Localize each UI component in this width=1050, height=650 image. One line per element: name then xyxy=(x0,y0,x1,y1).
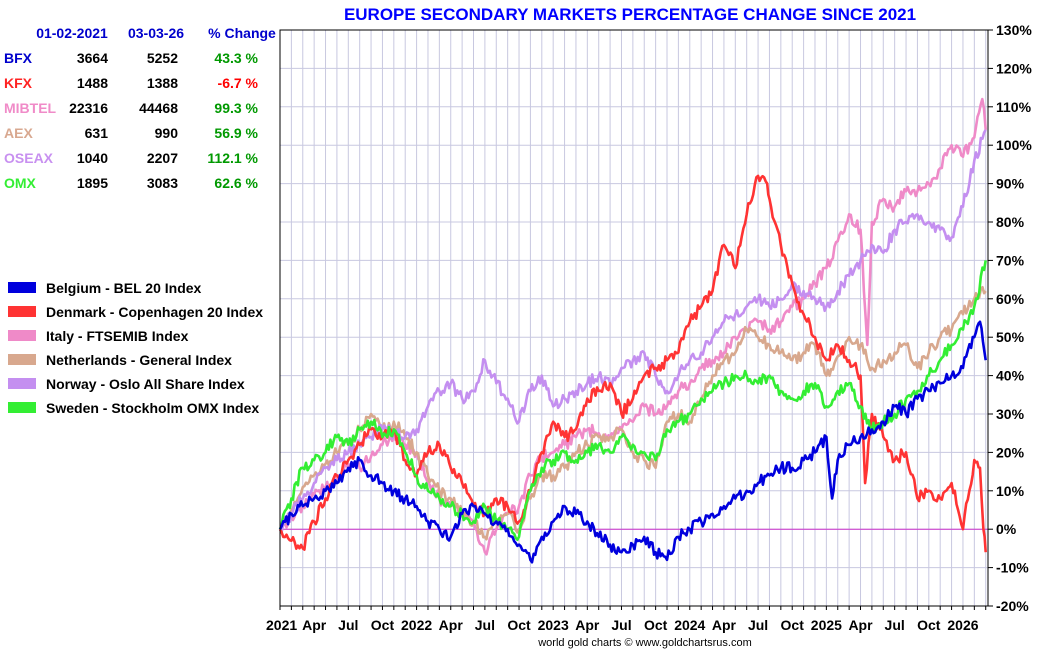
series-layer xyxy=(278,97,987,564)
x-tick-label: 2021 xyxy=(266,617,297,633)
legend-swatch xyxy=(8,402,36,413)
legend-label: Italy - FTSEMIB Index xyxy=(46,328,189,344)
x-tick-label: Apr xyxy=(439,617,464,633)
table-start-value: 1040 xyxy=(77,150,108,166)
table-code: OSEAX xyxy=(4,150,54,166)
table-header: % Change xyxy=(208,25,276,41)
y-tick-label: 80% xyxy=(996,214,1025,230)
legend-label: Belgium - BEL 20 Index xyxy=(46,280,202,296)
x-tick-label: Apr xyxy=(302,617,327,633)
table-end-value: 2207 xyxy=(147,150,178,166)
summary-table: 01-02-2021 03-03-26 % Change BFX 3664 5252 43.… xyxy=(4,25,276,191)
table-end-value: 990 xyxy=(155,125,179,141)
table-change-value: -6.7 % xyxy=(218,75,259,91)
x-tick-label: Oct xyxy=(781,617,805,633)
x-tick-label: Oct xyxy=(507,617,531,633)
series-line-sweden xyxy=(278,260,987,542)
table-start-value: 1895 xyxy=(77,175,108,191)
y-tick-label: -10% xyxy=(996,560,1029,576)
x-tick-label: Jul xyxy=(748,617,768,633)
legend-label: Netherlands - General Index xyxy=(46,352,232,368)
legend: Belgium - BEL 20 Index Denmark - Copenhag… xyxy=(8,280,263,416)
table-code: OMX xyxy=(4,175,37,191)
y-tick-label: 20% xyxy=(996,444,1025,460)
y-tick-label: 120% xyxy=(996,60,1032,76)
y-tick-label: 60% xyxy=(996,291,1025,307)
series-line-belgium xyxy=(278,320,987,564)
series-line-norway xyxy=(279,129,987,532)
grid xyxy=(279,29,988,607)
credit-text: world gold charts © www.goldchartsrus.co… xyxy=(537,637,752,649)
table-end-value: 1388 xyxy=(147,75,178,91)
table-code: MIBTEL xyxy=(4,100,57,116)
table-header: 03-03-26 xyxy=(128,25,184,41)
x-tick-label: Jul xyxy=(611,617,631,633)
x-tick-label: 2023 xyxy=(538,617,569,633)
legend-swatch xyxy=(8,306,36,317)
table-code: KFX xyxy=(4,75,33,91)
legend-swatch xyxy=(8,282,36,293)
y-tick-label: 40% xyxy=(996,368,1025,384)
table-start-value: 1488 xyxy=(77,75,108,91)
x-tick-label: 2026 xyxy=(947,617,978,633)
legend-label: Norway - Oslo All Share Index xyxy=(46,376,245,392)
legend-label: Denmark - Copenhagen 20 Index xyxy=(46,304,263,320)
table-change-value: 112.1 % xyxy=(207,150,258,166)
x-tick-label: Oct xyxy=(371,617,395,633)
x-tick-label: Oct xyxy=(644,617,668,633)
y-tick-label: 70% xyxy=(996,252,1025,268)
y-tick-label: 130% xyxy=(996,22,1032,38)
x-axis: 2021 Apr Jul Oct 2022 Apr Jul Oct 2023 Apr Jul Oct 2… xyxy=(266,606,987,633)
table-end-value: 44468 xyxy=(139,100,178,116)
x-tick-label: Oct xyxy=(917,617,941,633)
y-tick-label: 0% xyxy=(996,521,1017,537)
x-tick-label: Apr xyxy=(848,617,873,633)
plot-frame xyxy=(279,29,989,607)
legend-swatch xyxy=(8,378,36,389)
table-change-value: 62.6 % xyxy=(214,175,258,191)
table-start-value: 631 xyxy=(85,125,109,141)
y-tick-label: 10% xyxy=(996,483,1025,499)
legend-label: Sweden - Stockholm OMX Index xyxy=(46,400,259,416)
y-tick-label: 100% xyxy=(996,137,1032,153)
x-tick-label: Jul xyxy=(338,617,358,633)
x-tick-label: Apr xyxy=(575,617,600,633)
x-tick-label: 2024 xyxy=(674,617,705,633)
table-code: BFX xyxy=(4,50,33,66)
x-tick-label: Apr xyxy=(712,617,737,633)
table-end-value: 3083 xyxy=(147,175,178,191)
table-start-value: 22316 xyxy=(69,100,108,116)
table-start-value: 3664 xyxy=(77,50,108,66)
y-axis: -20% -10% 0% 10% 20% 30% 40% 50% 60% 70% 80% 90% 100… xyxy=(988,22,1032,614)
table-change-value: 43.3 % xyxy=(214,50,258,66)
chart-title: EUROPE SECONDARY MARKETS PERCENTAGE CHAN… xyxy=(344,5,916,24)
table-end-value: 5252 xyxy=(147,50,178,66)
x-tick-label: 2022 xyxy=(401,617,432,633)
y-tick-label: 110% xyxy=(996,99,1032,115)
legend-swatch xyxy=(8,354,36,365)
table-header: 01-02-2021 xyxy=(36,25,108,41)
series-line-netherlands xyxy=(279,285,987,541)
y-tick-label: -20% xyxy=(996,598,1029,614)
y-tick-label: 50% xyxy=(996,329,1025,345)
x-tick-label: Jul xyxy=(475,617,495,633)
table-change-value: 56.9 % xyxy=(214,125,258,141)
x-tick-label: Jul xyxy=(885,617,905,633)
y-tick-label: 30% xyxy=(996,406,1025,422)
table-code: AEX xyxy=(4,125,33,141)
x-tick-label: 2025 xyxy=(811,617,842,633)
legend-swatch xyxy=(8,330,36,341)
y-tick-label: 90% xyxy=(996,176,1025,192)
table-change-value: 99.3 % xyxy=(214,100,258,116)
